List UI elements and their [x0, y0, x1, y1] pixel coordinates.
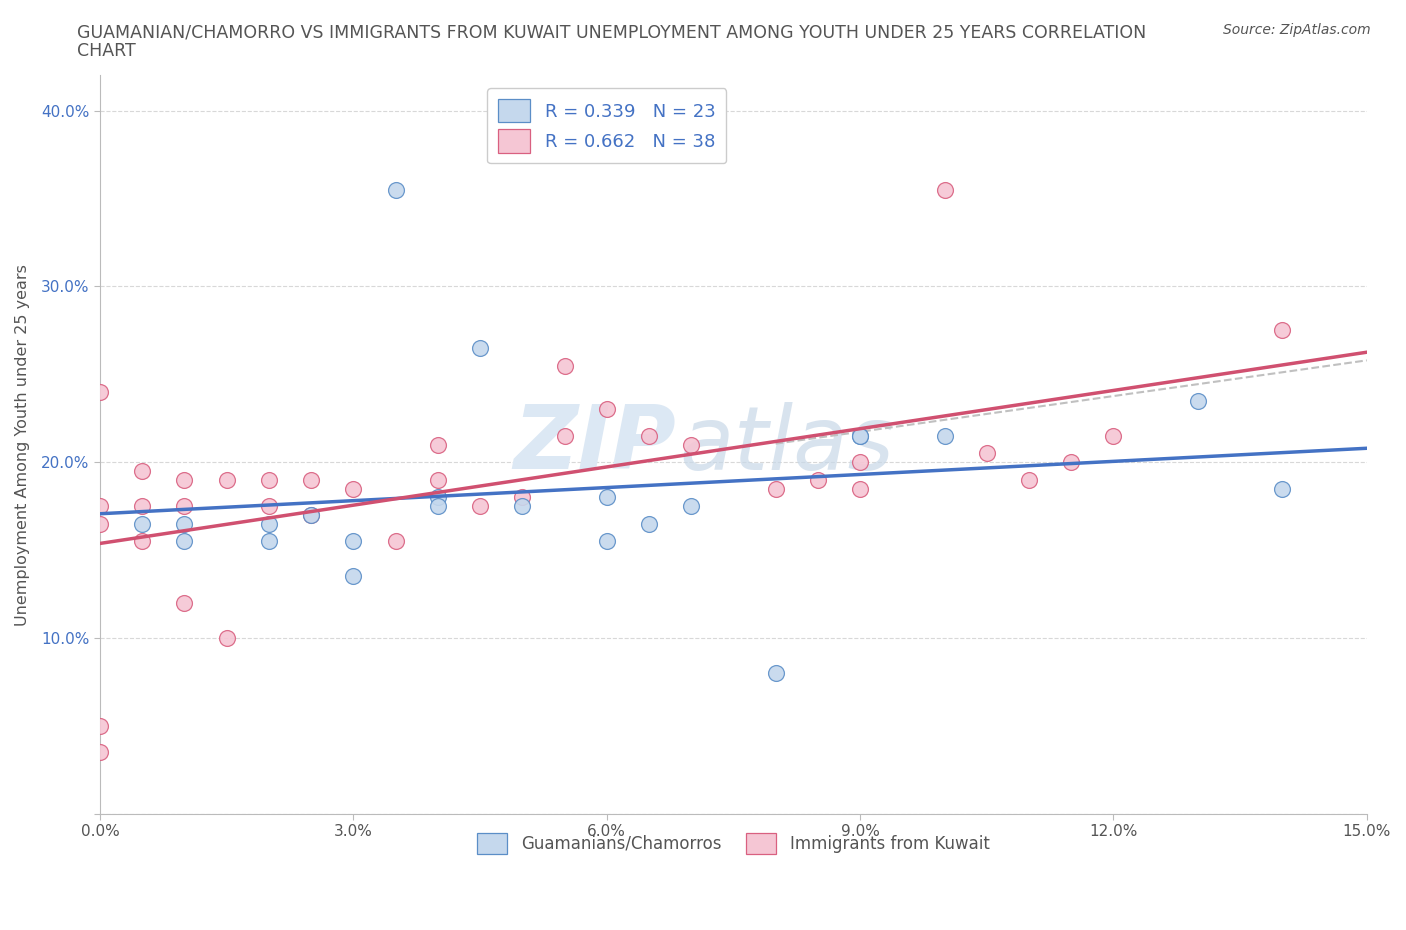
Point: [173, 534, 195, 549]
Text: atlas: atlas: [679, 402, 894, 487]
Point: [1271, 481, 1294, 496]
Point: [849, 481, 872, 496]
Point: [299, 508, 322, 523]
Point: [596, 402, 619, 417]
Point: [554, 358, 576, 373]
Point: [426, 437, 449, 452]
Point: [638, 516, 661, 531]
Point: [976, 446, 998, 461]
Point: [173, 472, 195, 487]
Point: [510, 498, 533, 513]
Point: [384, 534, 406, 549]
Point: [554, 429, 576, 444]
Point: [1102, 429, 1125, 444]
Point: [257, 498, 280, 513]
Point: [596, 490, 619, 505]
Point: [426, 490, 449, 505]
Point: [1018, 472, 1040, 487]
Point: [681, 498, 703, 513]
Point: [131, 516, 153, 531]
Point: [89, 384, 111, 399]
Point: [426, 472, 449, 487]
Point: [257, 534, 280, 549]
Point: [468, 498, 491, 513]
Y-axis label: Unemployment Among Youth under 25 years: Unemployment Among Youth under 25 years: [15, 264, 30, 626]
Point: [131, 534, 153, 549]
Point: [131, 498, 153, 513]
Point: [1060, 455, 1083, 470]
Point: [299, 508, 322, 523]
Point: [173, 595, 195, 610]
Point: [510, 490, 533, 505]
Point: [596, 534, 619, 549]
Point: [934, 429, 956, 444]
Point: [765, 666, 787, 681]
Point: [257, 472, 280, 487]
Point: [849, 455, 872, 470]
Text: GUAMANIAN/CHAMORRO VS IMMIGRANTS FROM KUWAIT UNEMPLOYMENT AMONG YOUTH UNDER 25 Y: GUAMANIAN/CHAMORRO VS IMMIGRANTS FROM KU…: [77, 23, 1146, 41]
Point: [173, 516, 195, 531]
Point: [89, 745, 111, 760]
Point: [384, 182, 406, 197]
Point: [342, 481, 364, 496]
Legend: Guamanians/Chamorros, Immigrants from Kuwait: Guamanians/Chamorros, Immigrants from Ku…: [471, 826, 995, 861]
Point: [849, 429, 872, 444]
Point: [849, 429, 872, 444]
Point: [131, 463, 153, 478]
Text: ZIP: ZIP: [513, 401, 676, 488]
Point: [681, 437, 703, 452]
Point: [468, 340, 491, 355]
Point: [807, 472, 830, 487]
Text: Source: ZipAtlas.com: Source: ZipAtlas.com: [1223, 23, 1371, 37]
Point: [89, 498, 111, 513]
Point: [215, 631, 238, 645]
Point: [89, 719, 111, 734]
Point: [342, 534, 364, 549]
Point: [765, 481, 787, 496]
Point: [299, 472, 322, 487]
Point: [215, 472, 238, 487]
Point: [1271, 323, 1294, 338]
Point: [934, 182, 956, 197]
Point: [1187, 393, 1209, 408]
Point: [638, 429, 661, 444]
Point: [173, 498, 195, 513]
Point: [89, 516, 111, 531]
Point: [342, 569, 364, 584]
Point: [426, 498, 449, 513]
Point: [257, 516, 280, 531]
Text: CHART: CHART: [77, 42, 136, 60]
